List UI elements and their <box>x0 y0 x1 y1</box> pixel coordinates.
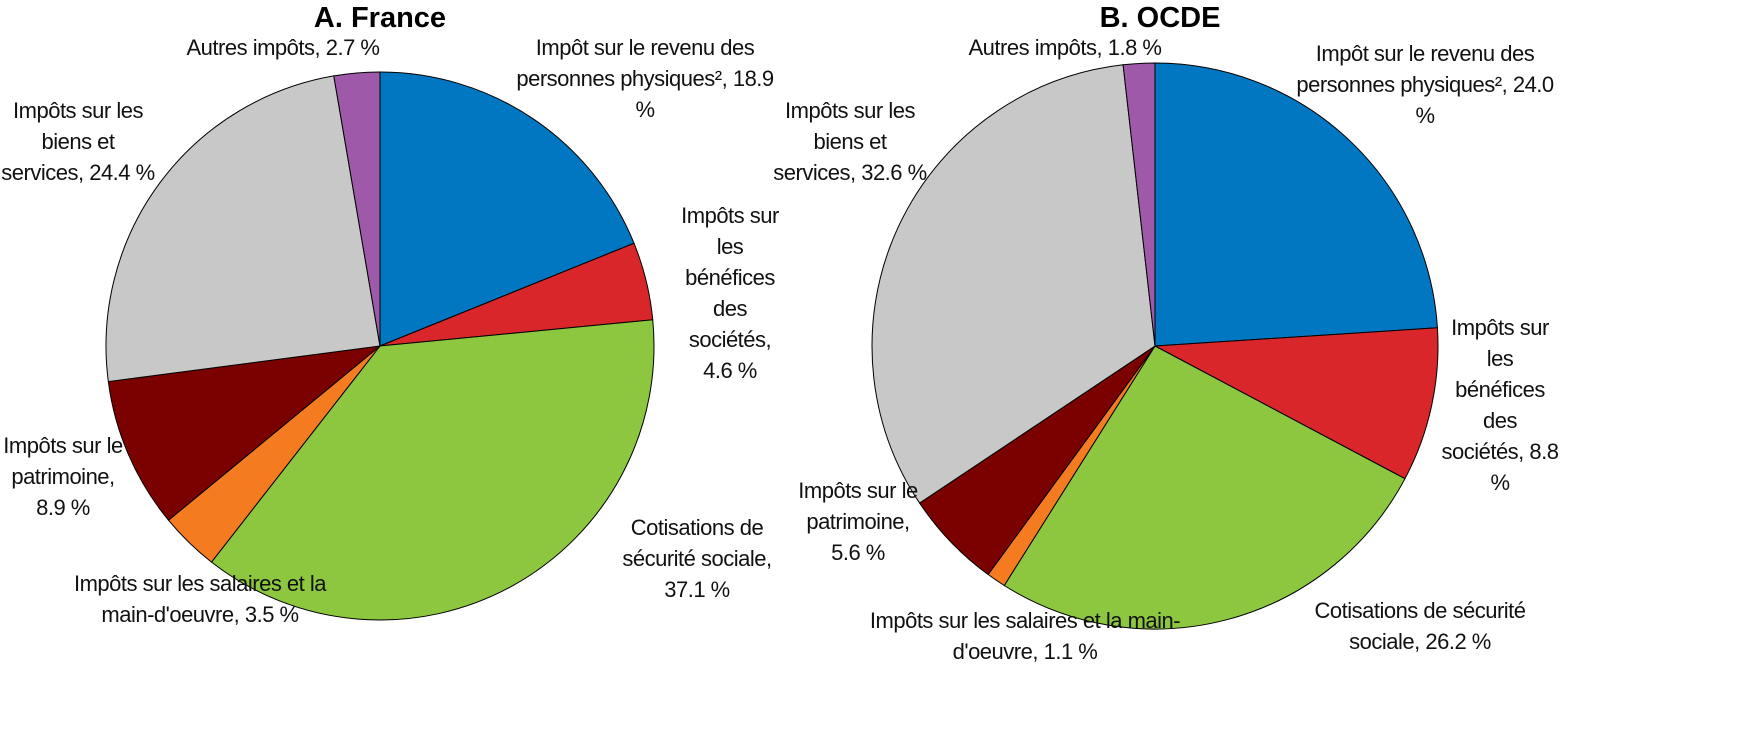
slice-label: Impôt sur le revenu des personnes physiq… <box>1295 38 1555 131</box>
category-label: Impôts sur le patrimoine, <box>3 433 123 489</box>
slice-label: Cotisations de sécurité sociale, 26.2 % <box>1290 595 1550 657</box>
category-label: Impôt sur le revenu des personnes physiq… <box>516 35 755 91</box>
value-label: 5.6 % <box>831 540 885 565</box>
value-label: 8.9 % <box>36 495 90 520</box>
category-label: Impôts sur les biens et services, <box>1 98 143 185</box>
value-label: 3.5 % <box>244 602 299 627</box>
value-label: 4.6 % <box>703 358 757 383</box>
category-label: Cotisations de sécurité sociale, <box>622 515 772 571</box>
category-label: Cotisations de sécurité sociale, <box>1314 598 1526 654</box>
value-label: 24.4 % <box>89 160 155 185</box>
slice-label: Autres impôts, 2.7 % <box>153 32 413 63</box>
category-label: Impôts sur les bénéfices des sociétés, <box>681 203 779 352</box>
chart-title: B. OCDE <box>1099 2 1221 34</box>
pie-slice <box>105 75 381 383</box>
value-label: 2.7 % <box>325 35 380 60</box>
category-label: Impôts sur les salaires et la main-d'oeu… <box>73 571 327 627</box>
slice-label: Impôts sur les bénéfices des sociétés, 8… <box>1440 312 1560 498</box>
value-label: 24.0 % <box>1415 72 1554 128</box>
category-label: Impôts sur les biens et services, <box>773 98 915 185</box>
slice-label: Impôts sur les bénéfices des sociétés, 4… <box>675 200 785 386</box>
pie-slice <box>871 64 1156 504</box>
value-label: 1.1 % <box>1043 639 1098 664</box>
category-label: Impôts sur les salaires et la main-d'oeu… <box>869 608 1181 664</box>
value-label: 32.6 % <box>861 160 927 185</box>
pie-slice <box>1003 345 1406 630</box>
pie-slice <box>1154 62 1438 347</box>
slice-label: Autres impôts, 1.8 % <box>935 32 1195 63</box>
pie-slice <box>210 319 655 621</box>
slice-label: Impôts sur le patrimoine, 8.9 % <box>0 430 128 523</box>
pie-slice <box>333 71 381 347</box>
slice-label: Impôts sur le patrimoine, 5.6 % <box>793 475 923 568</box>
slice-label: Impôts sur les salaires et la main-d'oeu… <box>835 605 1215 667</box>
pie-slice <box>379 71 635 347</box>
value-label: 8.8 % <box>1490 439 1559 495</box>
slice-label: Impôts sur les salaires et la main-d'oeu… <box>55 568 345 630</box>
pie-slice <box>107 345 382 521</box>
value-label: 37.1 % <box>664 577 730 602</box>
chart-title: A. France <box>313 2 447 34</box>
slice-label: Impôts sur les biens et services, 24.4 % <box>0 95 158 188</box>
value-label: 1.8 % <box>1107 35 1162 60</box>
value-label: 18.9 % <box>635 66 774 122</box>
slice-label: Cotisations de sécurité sociale, 37.1 % <box>612 512 782 605</box>
category-label: Impôt sur le revenu des personnes physiq… <box>1296 41 1535 97</box>
pie-slice <box>1122 62 1156 347</box>
slice-label: Impôt sur le revenu des personnes physiq… <box>515 32 775 125</box>
category-label: Autres impôts, <box>968 35 1103 60</box>
value-label: 26.2 % <box>1425 629 1491 654</box>
slice-label: Impôts sur les biens et services, 32.6 % <box>770 95 930 188</box>
category-label: Impôts sur le patrimoine, <box>798 478 918 534</box>
category-label: Autres impôts, <box>186 35 321 60</box>
pie-slice <box>1153 327 1439 480</box>
category-label: Impôts sur les bénéfices des sociétés, <box>1441 315 1549 464</box>
